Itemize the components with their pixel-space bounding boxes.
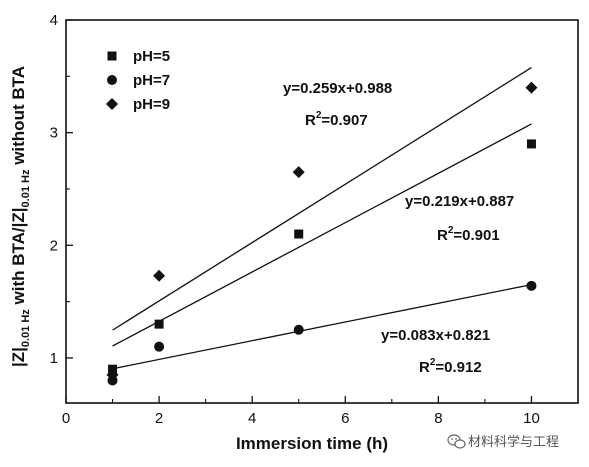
wechat-icon (447, 434, 466, 449)
y-axis-title-sub1: 0.01 Hz (20, 309, 32, 347)
y-tick-label: 4 (50, 12, 58, 29)
plot-border (65, 19, 579, 404)
fit-line-ph9 (112, 66, 532, 331)
y-tick-label: 2 (50, 237, 58, 254)
legend-label: pH=5 (133, 48, 170, 65)
fit-line-ph7 (112, 283, 532, 370)
legend-marker (107, 75, 117, 85)
annotations: y=0.219x+0.887 R2=0.901 y=0.083x+0.821 R2=0… (283, 80, 514, 376)
data-point (526, 139, 536, 149)
data-point (293, 324, 304, 335)
x-tick-label: 10 (523, 410, 540, 427)
fit-equation: y=0.219x+0.887 (405, 193, 514, 210)
fit-line-ph5 (112, 123, 532, 347)
fit-equation: y=0.083x+0.821 (381, 327, 490, 344)
y-tick-label: 3 (50, 125, 58, 142)
data-point (154, 319, 164, 329)
x-tick-label: 6 (341, 410, 349, 427)
x-tick-label: 4 (248, 410, 256, 427)
fit-lines (112, 66, 532, 370)
fit-r-squared: R2=0.901 (437, 225, 500, 244)
data-point (294, 229, 304, 239)
legend: pH=5 pH=7 pH=9 (106, 48, 170, 113)
data-point (526, 280, 537, 291)
data-point (292, 166, 305, 179)
legend-marker (106, 98, 118, 110)
fit-r-squared: R2=0.912 (419, 357, 482, 376)
legend-marker (107, 51, 117, 61)
legend-label: pH=7 (133, 72, 170, 89)
data-point (525, 81, 538, 94)
data-points (106, 81, 538, 386)
y-axis-title-part1: |Z| (9, 347, 28, 367)
y-tick-label: 1 (50, 350, 58, 367)
y-axis-title-part3: without BTA (9, 66, 28, 170)
fit-equation: y=0.259x+0.988 (283, 80, 392, 97)
x-axis-title: Immersion time (h) (236, 434, 388, 453)
x-tick-label: 2 (155, 410, 163, 427)
data-point (153, 269, 166, 282)
y-axis-title-part2: with BTA/|Z| (9, 207, 28, 309)
plot-frame (65, 19, 579, 404)
watermark-text: 材料科学与工程 (468, 434, 559, 450)
fit-r-squared: R2=0.907 (305, 110, 368, 129)
data-point (154, 341, 165, 352)
y-axis-title-sub2: 0.01 Hz (20, 169, 32, 207)
data-point (106, 368, 119, 381)
y-axis-title: |Z|0.01 Hz with BTA/|Z|0.01 Hz without B… (9, 66, 32, 367)
x-tick-label: 0 (62, 410, 70, 427)
watermark: 材料科学与工程 (447, 434, 559, 450)
x-tick-label: 8 (434, 410, 442, 427)
legend-label: pH=9 (133, 96, 170, 113)
